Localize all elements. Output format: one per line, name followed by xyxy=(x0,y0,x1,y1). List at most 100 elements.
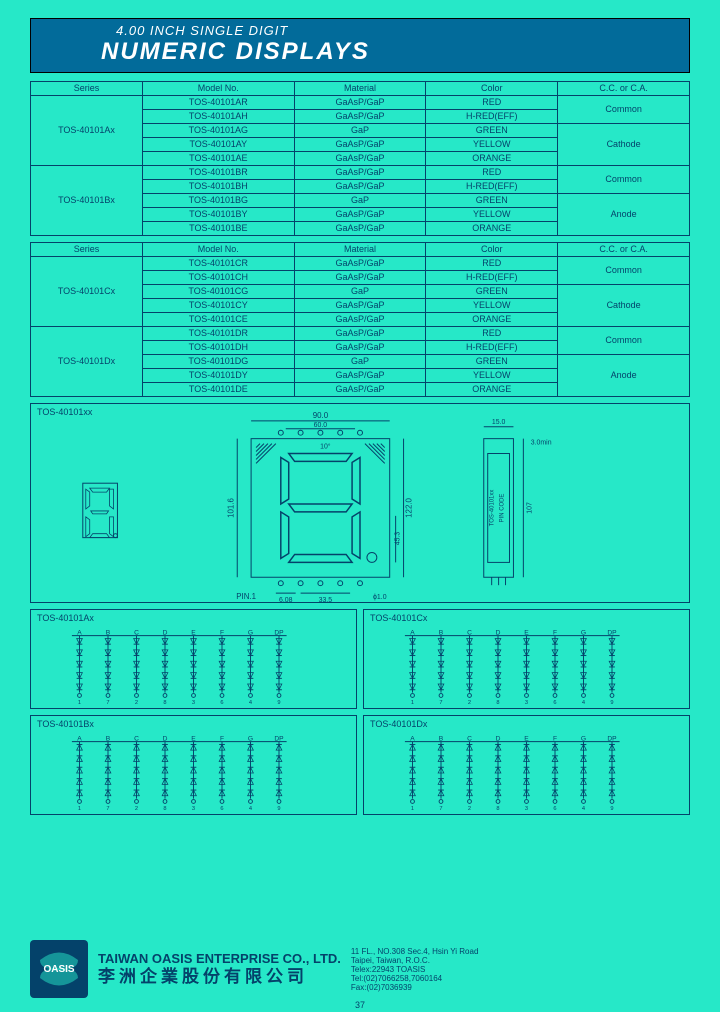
svg-text:PIN.1: PIN.1 xyxy=(236,592,256,601)
footer-cjk: 李洲企業股份有限公司 xyxy=(98,967,341,987)
cell-material: GaAsP/GaP xyxy=(294,299,426,313)
cell-material: GaAsP/GaP xyxy=(294,383,426,397)
cell-material: GaP xyxy=(294,285,426,299)
svg-text:15.0: 15.0 xyxy=(492,419,506,426)
addr-line: Fax:(02)7036939 xyxy=(351,983,478,992)
page-number: 37 xyxy=(355,1000,365,1010)
cell-model: TOS-40101CY xyxy=(143,299,295,313)
cell-color: YELLOW xyxy=(426,299,558,313)
table-row: TOS-40101DxTOS-40101DRGaAsP/GaPREDCommon xyxy=(31,327,690,341)
cell-color: RED xyxy=(426,327,558,341)
spec-table-1: Series Model No. Material Color C.C. or … xyxy=(30,81,690,236)
cell-color: YELLOW xyxy=(426,208,558,222)
cell-material: GaP xyxy=(294,124,426,138)
cell-material: GaAsP/GaP xyxy=(294,222,426,236)
cell-series: TOS-40101Ax xyxy=(31,96,143,166)
svg-text:8: 8 xyxy=(163,700,166,704)
circuit-label-0: TOS-40101Ax xyxy=(37,613,94,623)
th-model: Model No. xyxy=(143,82,295,96)
cell-model: TOS-40101AE xyxy=(143,152,295,166)
svg-text:7: 7 xyxy=(106,700,109,704)
cell-color: ORANGE xyxy=(426,313,558,327)
svg-text:9: 9 xyxy=(610,700,613,704)
addr-line: Taipei, Taiwan, R.O.C. xyxy=(351,956,478,965)
th-material: Material xyxy=(294,243,426,257)
cell-material: GaP xyxy=(294,355,426,369)
cell-cc: Cathode xyxy=(558,124,690,166)
cell-cc: Cathode xyxy=(558,285,690,327)
dimension-svg: 90.060.010°101.6122.045.3PIN.16.0833.5ϕ1… xyxy=(31,404,689,602)
svg-text:8: 8 xyxy=(496,700,499,704)
table-row: TOS-40101CxTOS-40101CRGaAsP/GaPREDCommon xyxy=(31,257,690,271)
svg-text:6: 6 xyxy=(220,806,223,810)
footer-address: 11 FL., NO.308 Sec.4, Hsin Yi Road Taipe… xyxy=(351,947,478,992)
th-cc: C.C. or C.A. xyxy=(558,82,690,96)
cell-model: TOS-40101BH xyxy=(143,180,295,194)
svg-text:6: 6 xyxy=(553,806,556,810)
cell-cc: Common xyxy=(558,96,690,124)
circuit-box-0: TOS-40101Ax ABCDEFGDP17283649 xyxy=(30,609,357,709)
cell-color: RED xyxy=(426,96,558,110)
svg-text:8: 8 xyxy=(496,806,499,810)
cell-model: TOS-40101BG xyxy=(143,194,295,208)
cell-material: GaAsP/GaP xyxy=(294,208,426,222)
cell-material: GaP xyxy=(294,194,426,208)
addr-line: Tel:(02)7066258,7060164 xyxy=(351,974,478,983)
cell-model: TOS-40101BE xyxy=(143,222,295,236)
cell-material: GaAsP/GaP xyxy=(294,369,426,383)
circuit-svg-1: ABCDEFGDP17283649 xyxy=(374,628,679,704)
cell-material: GaAsP/GaP xyxy=(294,180,426,194)
circuit-svg-3: ABCDEFGDP17283649 xyxy=(374,734,679,810)
cell-model: TOS-40101DE xyxy=(143,383,295,397)
svg-text:3: 3 xyxy=(192,700,195,704)
svg-text:3: 3 xyxy=(192,806,195,810)
svg-text:4: 4 xyxy=(249,700,252,704)
spec-table-2: Series Model No. Material Color C.C. or … xyxy=(30,242,690,397)
svg-text:10°: 10° xyxy=(320,443,331,451)
svg-text:6: 6 xyxy=(553,700,556,704)
svg-text:122.0: 122.0 xyxy=(404,497,413,517)
svg-text:4: 4 xyxy=(582,700,585,704)
banner-subtitle: 4.00 INCH SINGLE DIGIT xyxy=(41,23,679,38)
cell-model: TOS-40101AG xyxy=(143,124,295,138)
title-banner: 4.00 INCH SINGLE DIGIT NUMERIC DISPLAYS xyxy=(30,18,690,73)
table-row: TOS-40101BxTOS-40101BRGaAsP/GaPREDCommon xyxy=(31,166,690,180)
cell-color: RED xyxy=(426,166,558,180)
dimension-label: TOS-40101xx xyxy=(37,407,92,417)
cell-color: RED xyxy=(426,257,558,271)
th-series: Series xyxy=(31,243,143,257)
cell-model: TOS-40101CH xyxy=(143,271,295,285)
cell-color: YELLOW xyxy=(426,138,558,152)
footer: OASIS TAIWAN OASIS ENTERPRISE CO., LTD. … xyxy=(30,940,690,998)
cell-model: TOS-40101DG xyxy=(143,355,295,369)
cell-material: GaAsP/GaP xyxy=(294,341,426,355)
cell-color: H-RED(EFF) xyxy=(426,271,558,285)
cell-color: GREEN xyxy=(426,355,558,369)
cell-cc: Common xyxy=(558,166,690,194)
cell-model: TOS-40101AY xyxy=(143,138,295,152)
cell-material: GaAsP/GaP xyxy=(294,110,426,124)
circuit-svg-0: ABCDEFGDP17283649 xyxy=(41,628,346,704)
svg-text:33.5: 33.5 xyxy=(319,597,333,602)
cell-model: TOS-40101BY xyxy=(143,208,295,222)
svg-text:2: 2 xyxy=(135,806,138,810)
cell-cc: Anode xyxy=(558,194,690,236)
cell-color: H-RED(EFF) xyxy=(426,180,558,194)
th-series: Series xyxy=(31,82,143,96)
th-material: Material xyxy=(294,82,426,96)
cell-model: TOS-40101CR xyxy=(143,257,295,271)
cell-color: YELLOW xyxy=(426,369,558,383)
svg-text:9: 9 xyxy=(277,806,280,810)
svg-text:3.0min: 3.0min xyxy=(531,440,552,447)
svg-text:60.0: 60.0 xyxy=(314,422,328,429)
cell-cc: Common xyxy=(558,257,690,285)
th-model: Model No. xyxy=(143,243,295,257)
circuit-box-1: TOS-40101Cx ABCDEFGDP17283649 xyxy=(363,609,690,709)
cell-color: ORANGE xyxy=(426,383,558,397)
footer-text: TAIWAN OASIS ENTERPRISE CO., LTD. 李洲企業股份… xyxy=(98,951,341,987)
circuit-svg-2: ABCDEFGDP17283649 xyxy=(41,734,346,810)
cell-color: H-RED(EFF) xyxy=(426,341,558,355)
cell-material: GaAsP/GaP xyxy=(294,313,426,327)
circuit-box-3: TOS-40101Dx ABCDEFGDP17283649 xyxy=(363,715,690,815)
cell-color: GREEN xyxy=(426,124,558,138)
